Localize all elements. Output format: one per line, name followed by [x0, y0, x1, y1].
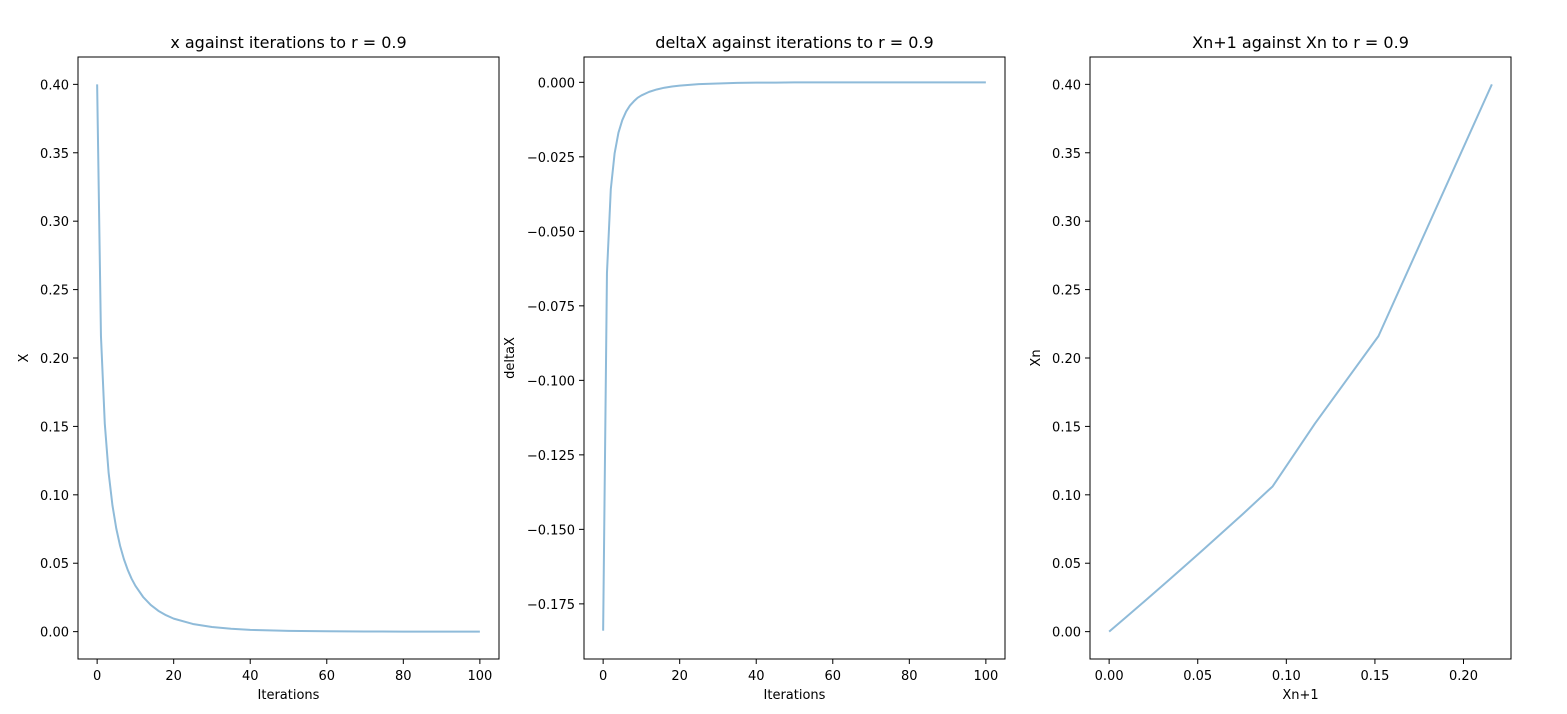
plot-frame — [1089, 56, 1512, 660]
y-tick-label: −0.175 — [527, 598, 575, 613]
y-tick-label: −0.150 — [527, 523, 575, 538]
y-axis-label: Xn — [1029, 349, 1044, 366]
x-tick-label: 20 — [671, 669, 688, 684]
y-tick-label: 0.40 — [40, 78, 69, 93]
series-line-1 — [1108, 83, 1493, 633]
y-tick-label: 0.15 — [1052, 420, 1081, 435]
y-axis-label: X — [17, 353, 32, 362]
x-axis-label: Iterations — [258, 688, 320, 703]
y-tick-label: −0.100 — [527, 374, 575, 389]
y-tick-label: 0.30 — [1052, 215, 1081, 230]
plot-frame — [77, 56, 500, 660]
y-tick-label: 0.35 — [40, 147, 69, 162]
y-tick-label: 0.10 — [1052, 489, 1081, 504]
x-tick-label: 0.15 — [1360, 669, 1389, 684]
chart-panel-2: 0 20 40 60 80 100 −0.175 −0.150 −0.125 −0.100 −0.0… — [503, 33, 1006, 703]
y-tick-label: 0.25 — [1052, 284, 1081, 299]
x-tick-label: 0 — [93, 669, 101, 684]
y-axis-label: deltaX — [503, 337, 518, 379]
x-tick-label: 100 — [467, 669, 492, 684]
y-tick-label: −0.075 — [527, 300, 575, 315]
chart-title: x against iterations to r = 0.9 — [170, 33, 406, 52]
plot-frame — [583, 56, 1006, 660]
x-tick-label: 20 — [165, 669, 182, 684]
y-tick-label: 0.20 — [1052, 352, 1081, 367]
x-tick-label: 80 — [901, 669, 918, 684]
y-tick-label: −0.050 — [527, 225, 575, 240]
series-line-1 — [96, 84, 480, 633]
x-axis-label: Iterations — [764, 688, 826, 703]
y-tick-label: 0.15 — [40, 420, 69, 435]
series-line-1 — [602, 81, 986, 631]
x-tick-label: 100 — [973, 669, 998, 684]
x-tick-label: 60 — [824, 669, 841, 684]
y-tick-label: 0.25 — [40, 284, 69, 299]
x-tick-label: 60 — [318, 669, 335, 684]
x-tick-label: 80 — [395, 669, 412, 684]
y-tick-label: 0.00 — [1052, 626, 1081, 641]
y-tick-label: 0.000 — [538, 76, 575, 91]
y-tick-label: 0.20 — [40, 352, 69, 367]
y-tick-label: 0.40 — [1052, 78, 1081, 93]
chart-title: Xn+1 against Xn to r = 0.9 — [1192, 33, 1409, 52]
y-tick-label: 0.10 — [40, 489, 69, 504]
y-tick-label: 0.05 — [40, 557, 69, 572]
x-tick-label: 0.00 — [1095, 669, 1124, 684]
x-tick-label: 40 — [242, 669, 259, 684]
y-tick-label: 0.00 — [40, 626, 69, 641]
chart-title: deltaX against iterations to r = 0.9 — [655, 33, 933, 52]
y-tick-label: 0.35 — [1052, 147, 1081, 162]
x-axis-label: Xn+1 — [1282, 688, 1318, 703]
x-tick-label: 0 — [599, 669, 607, 684]
y-tick-label: −0.025 — [527, 151, 575, 166]
x-tick-label: 40 — [748, 669, 765, 684]
x-tick-label: 0.10 — [1272, 669, 1301, 684]
y-tick-label: 0.05 — [1052, 557, 1081, 572]
x-tick-label: 0.20 — [1449, 669, 1478, 684]
chart-panel-3: 0.00 0.05 0.10 0.15 0.20 0.00 0.05 0.10 0.15 0.20… — [1029, 33, 1512, 703]
x-tick-label: 0.05 — [1183, 669, 1212, 684]
y-tick-label: 0.30 — [40, 215, 69, 230]
chart-panel-1: 0 20 40 60 80 100 0.00 0.05 0.10 0.15 0.20 0.25 0.30… — [17, 33, 500, 703]
y-tick-label: −0.125 — [527, 449, 575, 464]
